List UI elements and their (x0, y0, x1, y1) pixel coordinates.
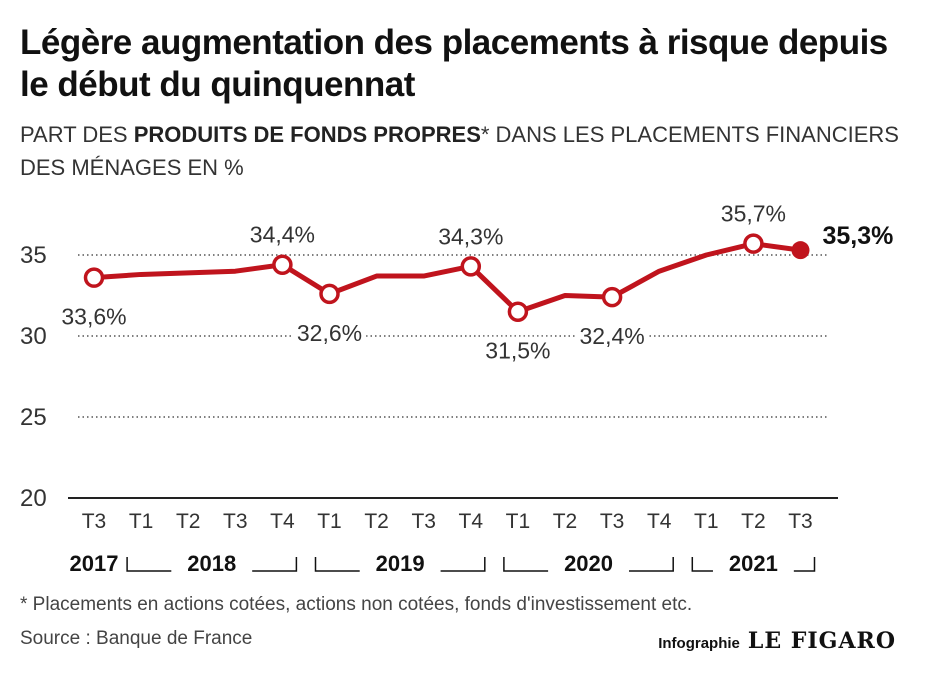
data-point (319, 283, 340, 305)
year-label: 2018 (187, 551, 236, 576)
data-point (460, 256, 482, 277)
x-tick-label: T2 (176, 510, 201, 533)
data-point (601, 286, 623, 308)
source-note: Source : Banque de France (20, 628, 253, 649)
y-tick-label: 25 (20, 404, 47, 431)
year-bracket-left (691, 557, 713, 572)
data-label: 34,4% (250, 222, 315, 248)
data-label: 34,3% (438, 223, 503, 249)
data-point (83, 267, 105, 288)
year-label: 2017 (70, 551, 119, 576)
year-label: 2019 (376, 551, 425, 576)
year-label: 2021 (729, 551, 778, 576)
year-label: 2020 (564, 551, 613, 576)
series-line (91, 241, 803, 315)
x-tick-label: T1 (317, 510, 342, 533)
data-point-highlight (791, 241, 810, 260)
x-tick-label: T4 (459, 510, 484, 533)
x-tick-label: T1 (506, 510, 531, 533)
year-bracket-right (252, 557, 298, 572)
x-tick-label: T3 (82, 510, 107, 533)
year-bracket-right (440, 557, 486, 572)
y-tick-label: 20 (20, 485, 47, 512)
x-tick-label: T4 (647, 510, 672, 533)
credit-label: Infographie (658, 635, 740, 652)
y-tick-label: 35 (20, 242, 47, 269)
x-tick-label: T2 (553, 510, 578, 533)
data-label: 33,6% (61, 304, 126, 330)
data-label-background (481, 336, 555, 365)
x-tick-label: T2 (741, 510, 766, 533)
le-figaro-logo: LE FIGARO (747, 628, 896, 654)
subtitle-start: PART DES (20, 122, 134, 147)
data-label: 32,6% (297, 320, 362, 346)
line-chart: 20 25 30 35 T3 T1 T2 T3 T4 T1 T2 T3 T4 T1 T2 T3 T4 T1 T2 T3… (20, 201, 894, 576)
year-bracket-left (314, 557, 360, 572)
x-tick-label: T1 (129, 510, 154, 533)
data-label-background (575, 322, 649, 351)
x-tick-label: T4 (270, 510, 295, 533)
data-label: 31,5% (485, 338, 550, 364)
data-label: 35,7% (721, 201, 786, 227)
year-bracket-left (503, 557, 549, 572)
credit: Infographie LE FIGARO (658, 628, 896, 654)
x-tick-label: T3 (788, 510, 813, 533)
chart-subtitle: PART DES PRODUITS DE FONDS PROPRES* DANS… (20, 118, 910, 184)
y-tick-label: 30 (20, 323, 47, 350)
x-tick-label: T3 (223, 510, 248, 533)
data-point (272, 254, 293, 275)
x-tick-label: T3 (600, 510, 625, 533)
year-bracket-left (126, 557, 172, 572)
year-bracket-right (628, 557, 674, 572)
data-label-background (292, 318, 367, 347)
subtitle-end: * DANS LES PLACEMENTS FINANCIERS DES MÉN… (20, 122, 899, 180)
x-tick-label: T3 (411, 510, 436, 533)
x-tick-label: T1 (694, 510, 719, 533)
data-label-background (57, 302, 131, 331)
year-bracket-right (793, 557, 816, 572)
x-tick-label: T2 (364, 510, 389, 533)
data-point (507, 301, 529, 322)
data-label: 32,4% (579, 323, 644, 349)
data-point (743, 233, 764, 254)
subtitle-bold: PRODUITS DE FONDS PROPRES (133, 122, 481, 147)
chart-title: Légère augmentation des placements à ris… (20, 23, 888, 104)
footnote: * Placements en actions cotées, actions … (20, 594, 693, 615)
data-label: 35,3% (823, 222, 894, 250)
